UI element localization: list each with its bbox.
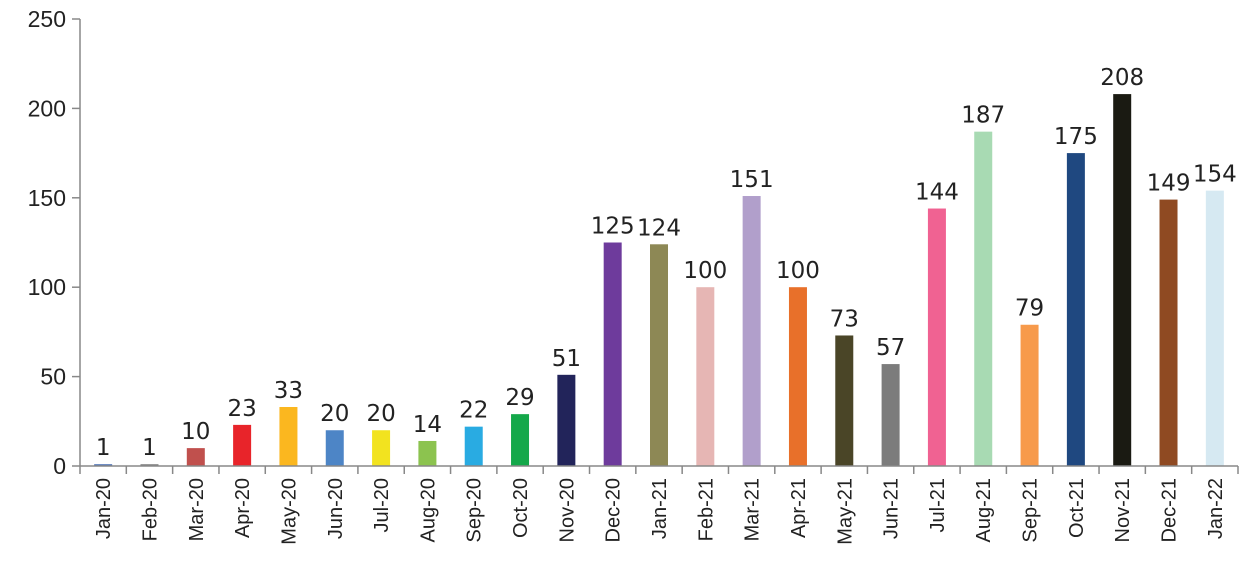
bar [1113, 94, 1132, 466]
x-tick-label: Apr-21 [788, 478, 810, 538]
x-tick-label: Mar-20 [186, 478, 208, 541]
bar [835, 335, 854, 466]
x-tick-label: Jan-21 [649, 478, 671, 539]
data-label: 1 [96, 435, 111, 461]
x-tick-label: Apr-20 [232, 478, 254, 538]
x-tick-label: Nov-21 [1112, 478, 1134, 542]
data-label: 187 [961, 103, 1005, 129]
bar [1066, 153, 1085, 466]
data-label: 175 [1054, 124, 1098, 150]
data-label: 29 [505, 385, 534, 411]
data-label: 154 [1193, 162, 1237, 188]
bar [881, 364, 900, 466]
x-tick-label: Jun-21 [881, 478, 903, 539]
y-tick-label: 50 [40, 364, 66, 390]
y-tick-label: 200 [28, 95, 66, 121]
x-tick-label: Feb-20 [139, 478, 161, 541]
bar [603, 242, 622, 466]
x-tick-label: Sep-21 [1020, 478, 1042, 543]
data-label: 100 [776, 258, 820, 284]
data-label: 57 [876, 335, 905, 361]
y-tick-label: 150 [28, 185, 66, 211]
data-label: 79 [1015, 296, 1044, 322]
bar [974, 131, 993, 467]
bar [557, 374, 576, 466]
data-label: 23 [227, 396, 256, 422]
x-tick-label: May-21 [834, 478, 856, 545]
data-label: 125 [591, 214, 635, 240]
data-label: 20 [320, 401, 349, 427]
bar [325, 430, 344, 466]
bar [94, 464, 113, 466]
x-tick-label: Sep-20 [464, 478, 486, 543]
data-label: 1 [142, 435, 157, 461]
bar [927, 208, 946, 466]
x-tick-label: Dec-21 [1159, 478, 1181, 542]
x-tick-label: Oct-20 [510, 478, 532, 538]
bar [464, 426, 483, 466]
bar [140, 464, 159, 466]
x-tick-label: Jan-20 [93, 478, 115, 539]
data-label: 124 [637, 215, 681, 241]
data-label: 149 [1147, 171, 1191, 197]
x-tick-label: May-20 [278, 478, 300, 545]
data-label: 20 [366, 401, 395, 427]
bar [650, 244, 668, 466]
data-label: 100 [683, 258, 727, 284]
bar [696, 287, 715, 466]
x-tick-label: Jun-20 [325, 478, 347, 539]
data-label: 51 [552, 346, 581, 372]
data-label: 73 [830, 306, 859, 332]
bar [788, 287, 807, 466]
data-label: 14 [413, 412, 442, 438]
bar [1020, 324, 1039, 466]
y-tick-label: 100 [28, 274, 66, 300]
bar [1205, 190, 1224, 466]
data-label: 33 [274, 378, 303, 404]
x-tick-label: Jul-20 [371, 478, 393, 532]
bar [279, 406, 298, 466]
y-axis: 0 50 100 150 200 250 [28, 6, 81, 479]
x-tick-label: Dec-20 [603, 478, 625, 542]
data-label: 22 [459, 398, 488, 424]
bar [372, 430, 391, 466]
bar [1159, 199, 1178, 466]
x-tick-label: Jul-21 [927, 478, 949, 532]
bar [511, 414, 530, 466]
x-tick-label: Oct-21 [1066, 478, 1088, 538]
x-tick-label: Aug-21 [973, 478, 995, 543]
bar [233, 424, 252, 466]
bar [418, 440, 437, 466]
x-tick-label: Jan-22 [1205, 478, 1227, 539]
data-label: 208 [1100, 65, 1144, 91]
x-tick-label: Mar-21 [742, 478, 764, 541]
data-label: 151 [730, 167, 774, 193]
x-tick-label: Nov-20 [556, 478, 578, 542]
x-axis: Jan-20 Feb-20 Mar-20 Apr-20 May-20 Jun-20 Jul-… [79, 465, 1239, 545]
bar [186, 448, 205, 466]
y-tick-label: 250 [28, 6, 66, 32]
data-label: 10 [181, 419, 210, 445]
x-tick-label: Feb-21 [695, 478, 717, 541]
data-label: 144 [915, 180, 959, 206]
x-tick-label: Aug-20 [417, 478, 439, 543]
bar [742, 196, 761, 466]
y-tick-label: 0 [53, 453, 66, 479]
